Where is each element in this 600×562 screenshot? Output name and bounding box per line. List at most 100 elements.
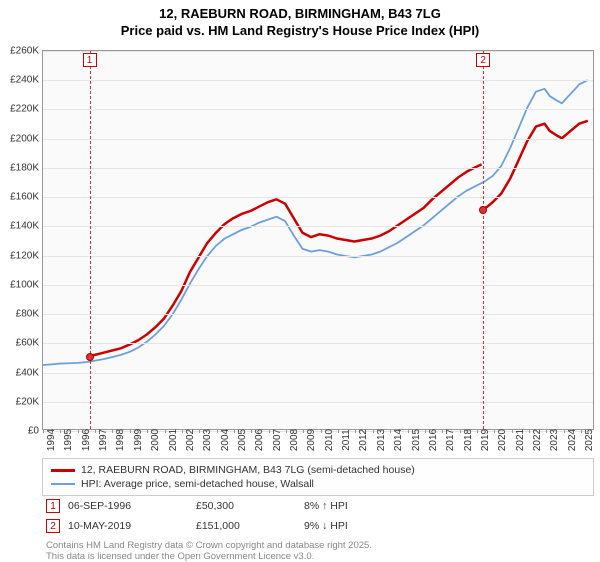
x-axis-label: 2013 <box>376 429 387 451</box>
y-axis-label: £120K <box>1 250 39 261</box>
footnote-line-1: Contains HM Land Registry data © Crown c… <box>46 540 372 551</box>
y-gridline <box>43 109 593 110</box>
x-tick <box>355 429 356 433</box>
x-tick <box>408 429 409 433</box>
x-axis-label: 2020 <box>497 429 508 451</box>
x-tick <box>303 429 304 433</box>
x-tick <box>130 429 131 433</box>
y-gridline <box>43 256 593 257</box>
y-gridline <box>43 343 593 344</box>
x-tick <box>460 429 461 433</box>
x-tick <box>234 429 235 433</box>
y-axis-label: £180K <box>1 162 39 173</box>
y-axis-label: £140K <box>1 221 39 232</box>
x-tick <box>147 429 148 433</box>
x-tick <box>321 429 322 433</box>
chart-title: 12, RAEBURN ROAD, BIRMINGHAM, B43 7LG Pr… <box>0 0 600 40</box>
y-gridline <box>43 51 593 52</box>
y-axis-label: £20K <box>1 396 39 407</box>
legend-label: HPI: Average price, semi-detached house,… <box>81 478 314 490</box>
sale-number-badge: 1 <box>46 499 60 513</box>
y-axis-label: £80K <box>1 309 39 320</box>
legend-panel: 12, RAEBURN ROAD, BIRMINGHAM, B43 7LG (s… <box>42 458 594 562</box>
sale-hpi-diff: 8% ↑ HPI <box>304 500 394 512</box>
x-axis-label: 1998 <box>115 429 126 451</box>
x-axis-label: 2014 <box>393 429 404 451</box>
x-axis-label: 2016 <box>428 429 439 451</box>
sale-price: £151,000 <box>196 520 296 532</box>
legend-row: HPI: Average price, semi-detached house,… <box>51 477 585 491</box>
x-axis-label: 2010 <box>324 429 335 451</box>
x-tick <box>43 429 44 433</box>
x-axis-label: 2012 <box>358 429 369 451</box>
x-axis-label: 2009 <box>306 429 317 451</box>
footnote: Contains HM Land Registry data © Crown c… <box>42 536 594 562</box>
x-axis-label: 1999 <box>133 429 144 451</box>
sale-row: 2 10-MAY-2019 £151,000 9% ↓ HPI <box>42 516 594 536</box>
y-gridline <box>43 139 593 140</box>
x-axis-label: 2018 <box>463 429 474 451</box>
x-tick <box>165 429 166 433</box>
x-axis-label: 2015 <box>411 429 422 451</box>
legend-swatch <box>51 469 75 472</box>
x-axis-label: 2008 <box>289 429 300 451</box>
x-axis-label: 2006 <box>254 429 265 451</box>
y-axis-label: £60K <box>1 338 39 349</box>
x-axis-label: 1996 <box>81 429 92 451</box>
x-tick <box>286 429 287 433</box>
legend-box: 12, RAEBURN ROAD, BIRMINGHAM, B43 7LG (s… <box>42 458 594 496</box>
y-axis-label: £0 <box>1 426 39 437</box>
y-gridline <box>43 373 593 374</box>
sale-hpi-diff: 9% ↓ HPI <box>304 520 394 532</box>
x-tick <box>529 429 530 433</box>
y-axis-label: £240K <box>1 75 39 86</box>
y-gridline <box>43 314 593 315</box>
x-tick <box>442 429 443 433</box>
legend-swatch <box>51 483 75 485</box>
x-axis-label: 2024 <box>567 429 578 451</box>
y-gridline <box>43 80 593 81</box>
y-gridline <box>43 285 593 286</box>
y-axis-label: £100K <box>1 279 39 290</box>
sale-date: 10-MAY-2019 <box>68 520 188 532</box>
x-axis-label: 1997 <box>98 429 109 451</box>
y-axis-label: £220K <box>1 104 39 115</box>
x-axis-label: 2002 <box>185 429 196 451</box>
title-line-2: Price paid vs. HM Land Registry's House … <box>121 23 480 38</box>
x-tick <box>494 429 495 433</box>
x-axis-label: 2000 <box>150 429 161 451</box>
y-axis-label: £40K <box>1 367 39 378</box>
x-tick <box>112 429 113 433</box>
plot-area: £0£20K£40K£60K£80K£100K£120K£140K£160K£1… <box>42 50 594 430</box>
x-tick <box>217 429 218 433</box>
x-tick <box>60 429 61 433</box>
series-line <box>90 164 482 355</box>
x-axis-label: 2023 <box>549 429 560 451</box>
x-tick <box>251 429 252 433</box>
sales-table: 1 06-SEP-1996 £50,300 8% ↑ HPI 2 10-MAY-2019 £… <box>42 496 594 536</box>
x-axis-label: 2011 <box>341 429 352 451</box>
sale-date: 06-SEP-1996 <box>68 500 188 512</box>
series-line <box>43 80 588 365</box>
x-tick <box>512 429 513 433</box>
x-axis-label: 2003 <box>202 429 213 451</box>
sale-marker-line <box>483 51 484 429</box>
sale-price: £50,300 <box>196 500 296 512</box>
footnote-line-2: This data is licensed under the Open Gov… <box>46 551 314 562</box>
x-tick <box>477 429 478 433</box>
x-tick <box>199 429 200 433</box>
x-axis-label: 2001 <box>168 429 179 451</box>
legend-row: 12, RAEBURN ROAD, BIRMINGHAM, B43 7LG (s… <box>51 463 585 477</box>
x-axis-label: 2021 <box>515 429 526 451</box>
sale-number-badge: 2 <box>46 519 60 533</box>
legend-label: 12, RAEBURN ROAD, BIRMINGHAM, B43 7LG (s… <box>81 464 415 476</box>
x-tick <box>95 429 96 433</box>
x-axis-label: 2019 <box>480 429 491 451</box>
x-axis-label: 2025 <box>584 429 595 451</box>
y-gridline <box>43 402 593 403</box>
x-tick <box>182 429 183 433</box>
sale-marker-line <box>90 51 91 429</box>
sale-marker-dot <box>479 206 487 214</box>
x-tick <box>581 429 582 433</box>
y-gridline <box>43 226 593 227</box>
